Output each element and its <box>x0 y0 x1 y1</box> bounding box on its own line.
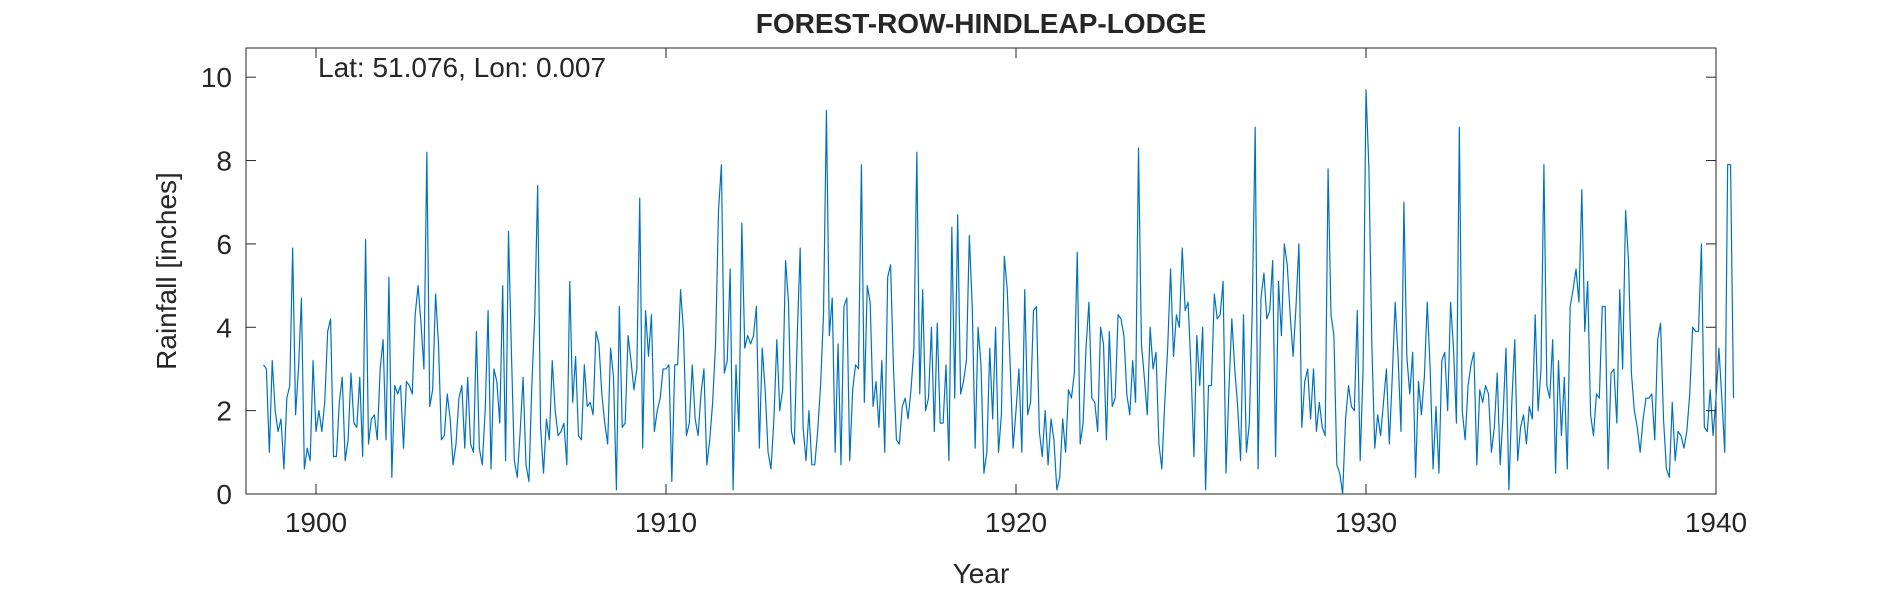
y-axis-ticks: 0 2 4 6 8 10 <box>201 62 1716 510</box>
location-annotation: Lat: 51.076, Lon: 0.007 <box>318 52 606 83</box>
y-tick-label: 8 <box>216 146 232 177</box>
x-tick-label: 1900 <box>285 507 347 538</box>
y-axis-label: Rainfall [inches] <box>151 172 182 370</box>
x-tick-label: 1910 <box>635 507 697 538</box>
x-tick-label: 1940 <box>1685 507 1747 538</box>
chart-title: FOREST-ROW-HINDLEAP-LODGE <box>756 8 1207 39</box>
y-tick-label: 6 <box>216 229 232 260</box>
plot-area-frame <box>245 47 1717 495</box>
y-tick-label: 4 <box>216 312 232 343</box>
y-tick-label: 2 <box>216 396 232 427</box>
y-tick-label: 10 <box>201 62 232 93</box>
x-tick-label: 1930 <box>1335 507 1397 538</box>
x-axis-label: Year <box>953 558 1010 589</box>
x-tick-label: 1920 <box>985 507 1047 538</box>
rainfall-series-line <box>263 89 1735 495</box>
x-axis-ticks: 1900 1910 1920 1930 1940 <box>285 48 1747 538</box>
y-tick-label: 0 <box>216 479 232 510</box>
